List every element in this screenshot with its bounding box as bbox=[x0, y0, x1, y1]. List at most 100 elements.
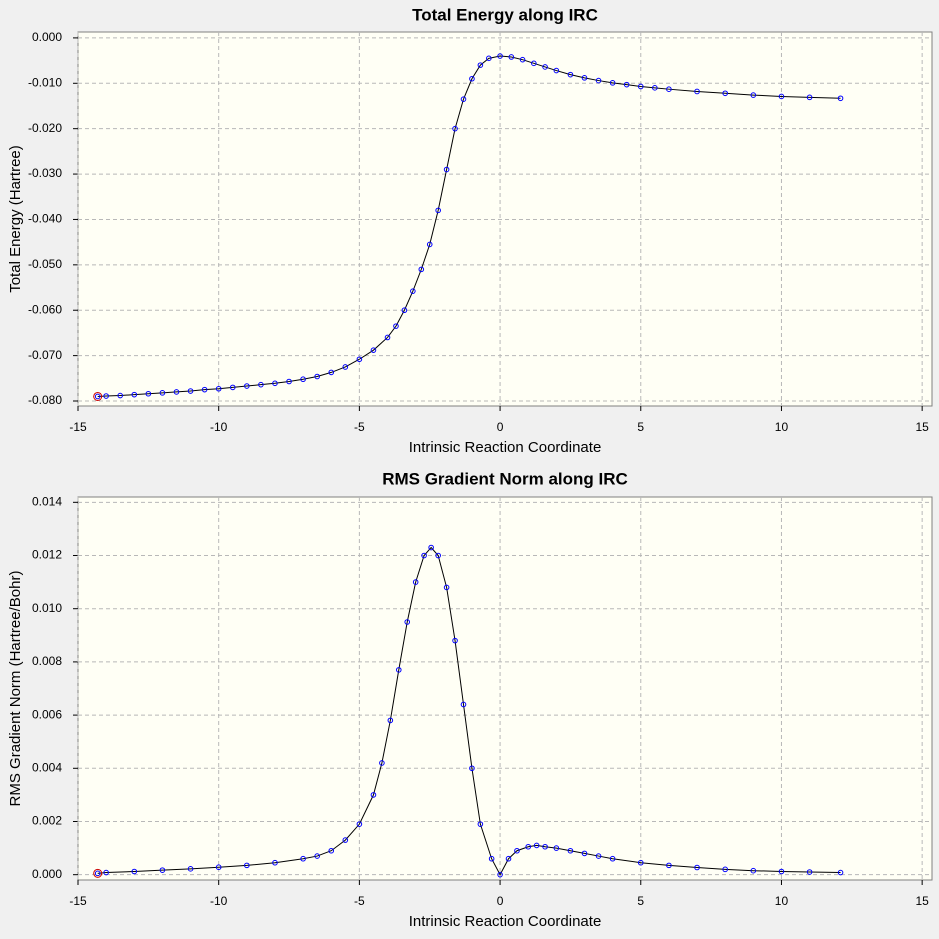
x-tick-label: 0 bbox=[497, 894, 504, 908]
chart-title: RMS Gradient Norm along IRC bbox=[382, 469, 628, 488]
point bbox=[486, 55, 492, 62]
point bbox=[300, 376, 306, 383]
point bbox=[384, 334, 391, 341]
y-tick-label: -0.070 bbox=[28, 348, 62, 362]
x-axis-label: Intrinsic Reaction Coordinate bbox=[409, 913, 602, 930]
point bbox=[581, 75, 588, 81]
start-point bbox=[93, 391, 103, 401]
x-tick-label: 10 bbox=[775, 420, 789, 434]
y-tick-label: 0.010 bbox=[32, 601, 62, 615]
point bbox=[201, 386, 208, 393]
point bbox=[609, 855, 616, 862]
point bbox=[567, 71, 574, 78]
y-tick-label: -0.060 bbox=[28, 302, 62, 316]
point bbox=[443, 166, 450, 173]
point bbox=[460, 701, 467, 708]
point bbox=[258, 381, 264, 388]
x-tick-label: 10 bbox=[775, 894, 789, 908]
point bbox=[428, 544, 434, 551]
point bbox=[452, 637, 458, 644]
point bbox=[542, 843, 548, 850]
point bbox=[533, 842, 540, 849]
point bbox=[131, 391, 138, 398]
point bbox=[750, 92, 757, 98]
point bbox=[519, 56, 526, 63]
point bbox=[477, 62, 484, 68]
point bbox=[272, 859, 278, 866]
y-tick-label: -0.030 bbox=[28, 166, 62, 180]
point bbox=[286, 378, 292, 385]
point bbox=[401, 307, 408, 314]
point bbox=[387, 717, 394, 724]
point bbox=[837, 869, 844, 876]
point bbox=[722, 866, 728, 873]
y-tick-label: 0.008 bbox=[32, 654, 62, 668]
point bbox=[314, 853, 320, 859]
point bbox=[497, 871, 503, 878]
point bbox=[778, 868, 785, 875]
y-axis-label: RMS Gradient Norm (Hartree/Bohr) bbox=[7, 571, 24, 807]
point bbox=[370, 347, 377, 353]
point bbox=[356, 356, 363, 363]
point bbox=[477, 821, 484, 827]
point bbox=[244, 862, 250, 869]
x-tick-label: -5 bbox=[354, 420, 365, 434]
point bbox=[187, 388, 194, 394]
point bbox=[379, 760, 385, 766]
point bbox=[652, 85, 658, 91]
point bbox=[229, 384, 236, 391]
point bbox=[514, 847, 520, 854]
point bbox=[395, 667, 402, 673]
point bbox=[750, 867, 757, 874]
point bbox=[159, 867, 166, 873]
point bbox=[525, 843, 532, 850]
point bbox=[421, 552, 427, 559]
x-axis-label: Intrinsic Reaction Coordinate bbox=[409, 439, 602, 456]
point bbox=[328, 847, 335, 854]
y-tick-label: 0.000 bbox=[32, 30, 62, 44]
point bbox=[531, 60, 537, 67]
point bbox=[131, 868, 138, 875]
y-tick-label: -0.010 bbox=[28, 75, 62, 89]
y-tick-label: -0.020 bbox=[28, 121, 62, 135]
y-tick-label: 0.012 bbox=[32, 548, 62, 562]
point bbox=[173, 389, 180, 395]
x-tick-label: 15 bbox=[915, 894, 929, 908]
x-tick-label: 0 bbox=[497, 420, 504, 434]
point bbox=[837, 95, 844, 102]
x-tick-label: 5 bbox=[637, 894, 644, 908]
point bbox=[469, 75, 475, 82]
point bbox=[508, 54, 515, 60]
point bbox=[694, 88, 700, 95]
point bbox=[623, 81, 630, 88]
point bbox=[187, 866, 194, 872]
point bbox=[159, 390, 166, 396]
point bbox=[666, 86, 672, 92]
point bbox=[435, 207, 441, 214]
point bbox=[328, 369, 335, 376]
point bbox=[412, 579, 419, 585]
point bbox=[553, 67, 560, 74]
point bbox=[215, 385, 222, 392]
y-axis-label: Total Energy (Hartree) bbox=[7, 145, 24, 293]
point bbox=[806, 869, 813, 875]
point bbox=[435, 552, 441, 559]
x-tick-label: -10 bbox=[210, 420, 228, 434]
x-tick-label: -15 bbox=[69, 420, 87, 434]
point bbox=[722, 90, 728, 97]
y-tick-label: 0.014 bbox=[32, 494, 62, 508]
point bbox=[778, 93, 785, 100]
x-tick-label: -15 bbox=[69, 894, 87, 908]
point bbox=[505, 855, 512, 862]
point bbox=[666, 862, 672, 869]
y-tick-label: 0.006 bbox=[32, 707, 62, 721]
point bbox=[300, 855, 306, 862]
y-tick-label: 0.000 bbox=[32, 867, 62, 881]
point bbox=[418, 266, 425, 273]
point bbox=[94, 393, 101, 400]
point bbox=[103, 869, 109, 876]
point bbox=[595, 77, 602, 84]
point bbox=[426, 241, 433, 248]
point bbox=[443, 584, 450, 591]
